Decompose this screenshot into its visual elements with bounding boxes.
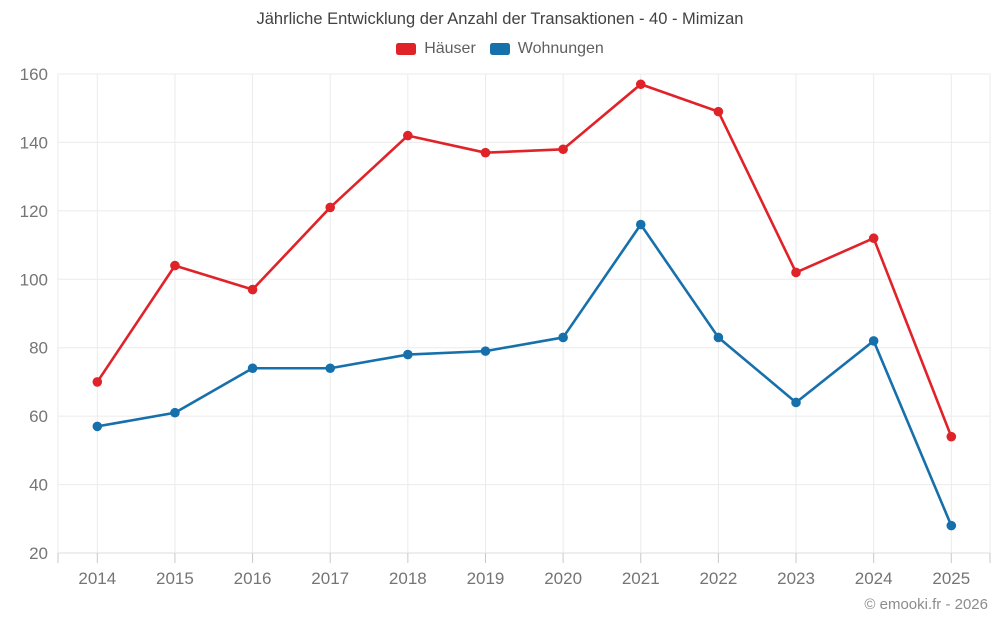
x-tick-label: 2025 <box>932 569 970 588</box>
data-point-häuser[interactable] <box>558 144 568 155</box>
legend-swatch-wohnungen-icon <box>489 43 510 55</box>
legend-swatch-hauser-icon <box>396 43 417 55</box>
data-point-häuser[interactable] <box>247 284 258 295</box>
data-point-wohnungen[interactable] <box>713 332 724 343</box>
chart-title: Jährliche Entwicklung der Anzahl der Tra… <box>256 10 744 28</box>
data-point-häuser[interactable] <box>791 267 801 278</box>
data-point-wohnungen[interactable] <box>635 219 646 230</box>
y-tick-label: 20 <box>29 544 48 563</box>
data-point-wohnungen[interactable] <box>868 336 879 346</box>
x-tick-label: 2014 <box>78 569 116 588</box>
y-tick-label: 140 <box>20 133 48 152</box>
data-point-wohnungen[interactable] <box>325 363 336 374</box>
data-point-häuser[interactable] <box>480 147 491 158</box>
y-tick-label: 40 <box>29 476 48 495</box>
y-tick-label: 160 <box>20 65 48 84</box>
legend-item-wohnungen[interactable]: Wohnungen <box>489 40 604 58</box>
legend-label-wohnungen: Wohnungen <box>517 40 604 57</box>
data-point-häuser[interactable] <box>92 377 103 387</box>
data-point-häuser[interactable] <box>713 106 724 117</box>
x-tick-label: 2020 <box>544 569 582 588</box>
legend-label-hauser: Häuser <box>424 40 476 57</box>
data-point-wohnungen[interactable] <box>946 520 957 531</box>
chart-legend: Häuser Wohnungen <box>0 40 1000 58</box>
y-tick-label: 80 <box>29 339 48 358</box>
data-point-häuser[interactable] <box>403 130 413 141</box>
y-tick-label: 120 <box>20 202 48 221</box>
x-tick-label: 2021 <box>622 569 660 588</box>
data-point-wohnungen[interactable] <box>170 407 180 418</box>
x-tick-label: 2016 <box>234 569 272 588</box>
data-point-häuser[interactable] <box>946 431 957 442</box>
x-tick-label: 2024 <box>855 569 893 588</box>
footer-credit: © emooki.fr - 2026 <box>864 596 988 613</box>
x-tick-label: 2017 <box>311 569 349 588</box>
x-tick-label: 2015 <box>156 569 194 588</box>
x-tick-label: 2019 <box>467 569 505 588</box>
data-point-wohnungen[interactable] <box>403 349 413 360</box>
data-point-häuser[interactable] <box>635 79 646 90</box>
data-point-häuser[interactable] <box>868 233 879 244</box>
x-tick-label: 2018 <box>389 569 427 588</box>
data-point-wohnungen[interactable] <box>480 346 491 356</box>
x-tick-label: 2023 <box>777 569 815 588</box>
legend-item-hauser[interactable]: Häuser <box>396 40 476 58</box>
data-point-wohnungen[interactable] <box>558 332 568 343</box>
x-tick-label: 2022 <box>699 569 737 588</box>
series-line-wohnungen <box>96 223 953 527</box>
data-point-wohnungen[interactable] <box>247 363 258 374</box>
data-point-wohnungen[interactable] <box>791 397 801 408</box>
data-point-häuser[interactable] <box>325 202 336 213</box>
y-tick-label: 60 <box>29 407 48 426</box>
data-point-häuser[interactable] <box>170 260 180 271</box>
y-tick-label: 100 <box>20 270 48 289</box>
data-point-wohnungen[interactable] <box>92 421 103 432</box>
series-line-häuser <box>96 82 953 438</box>
